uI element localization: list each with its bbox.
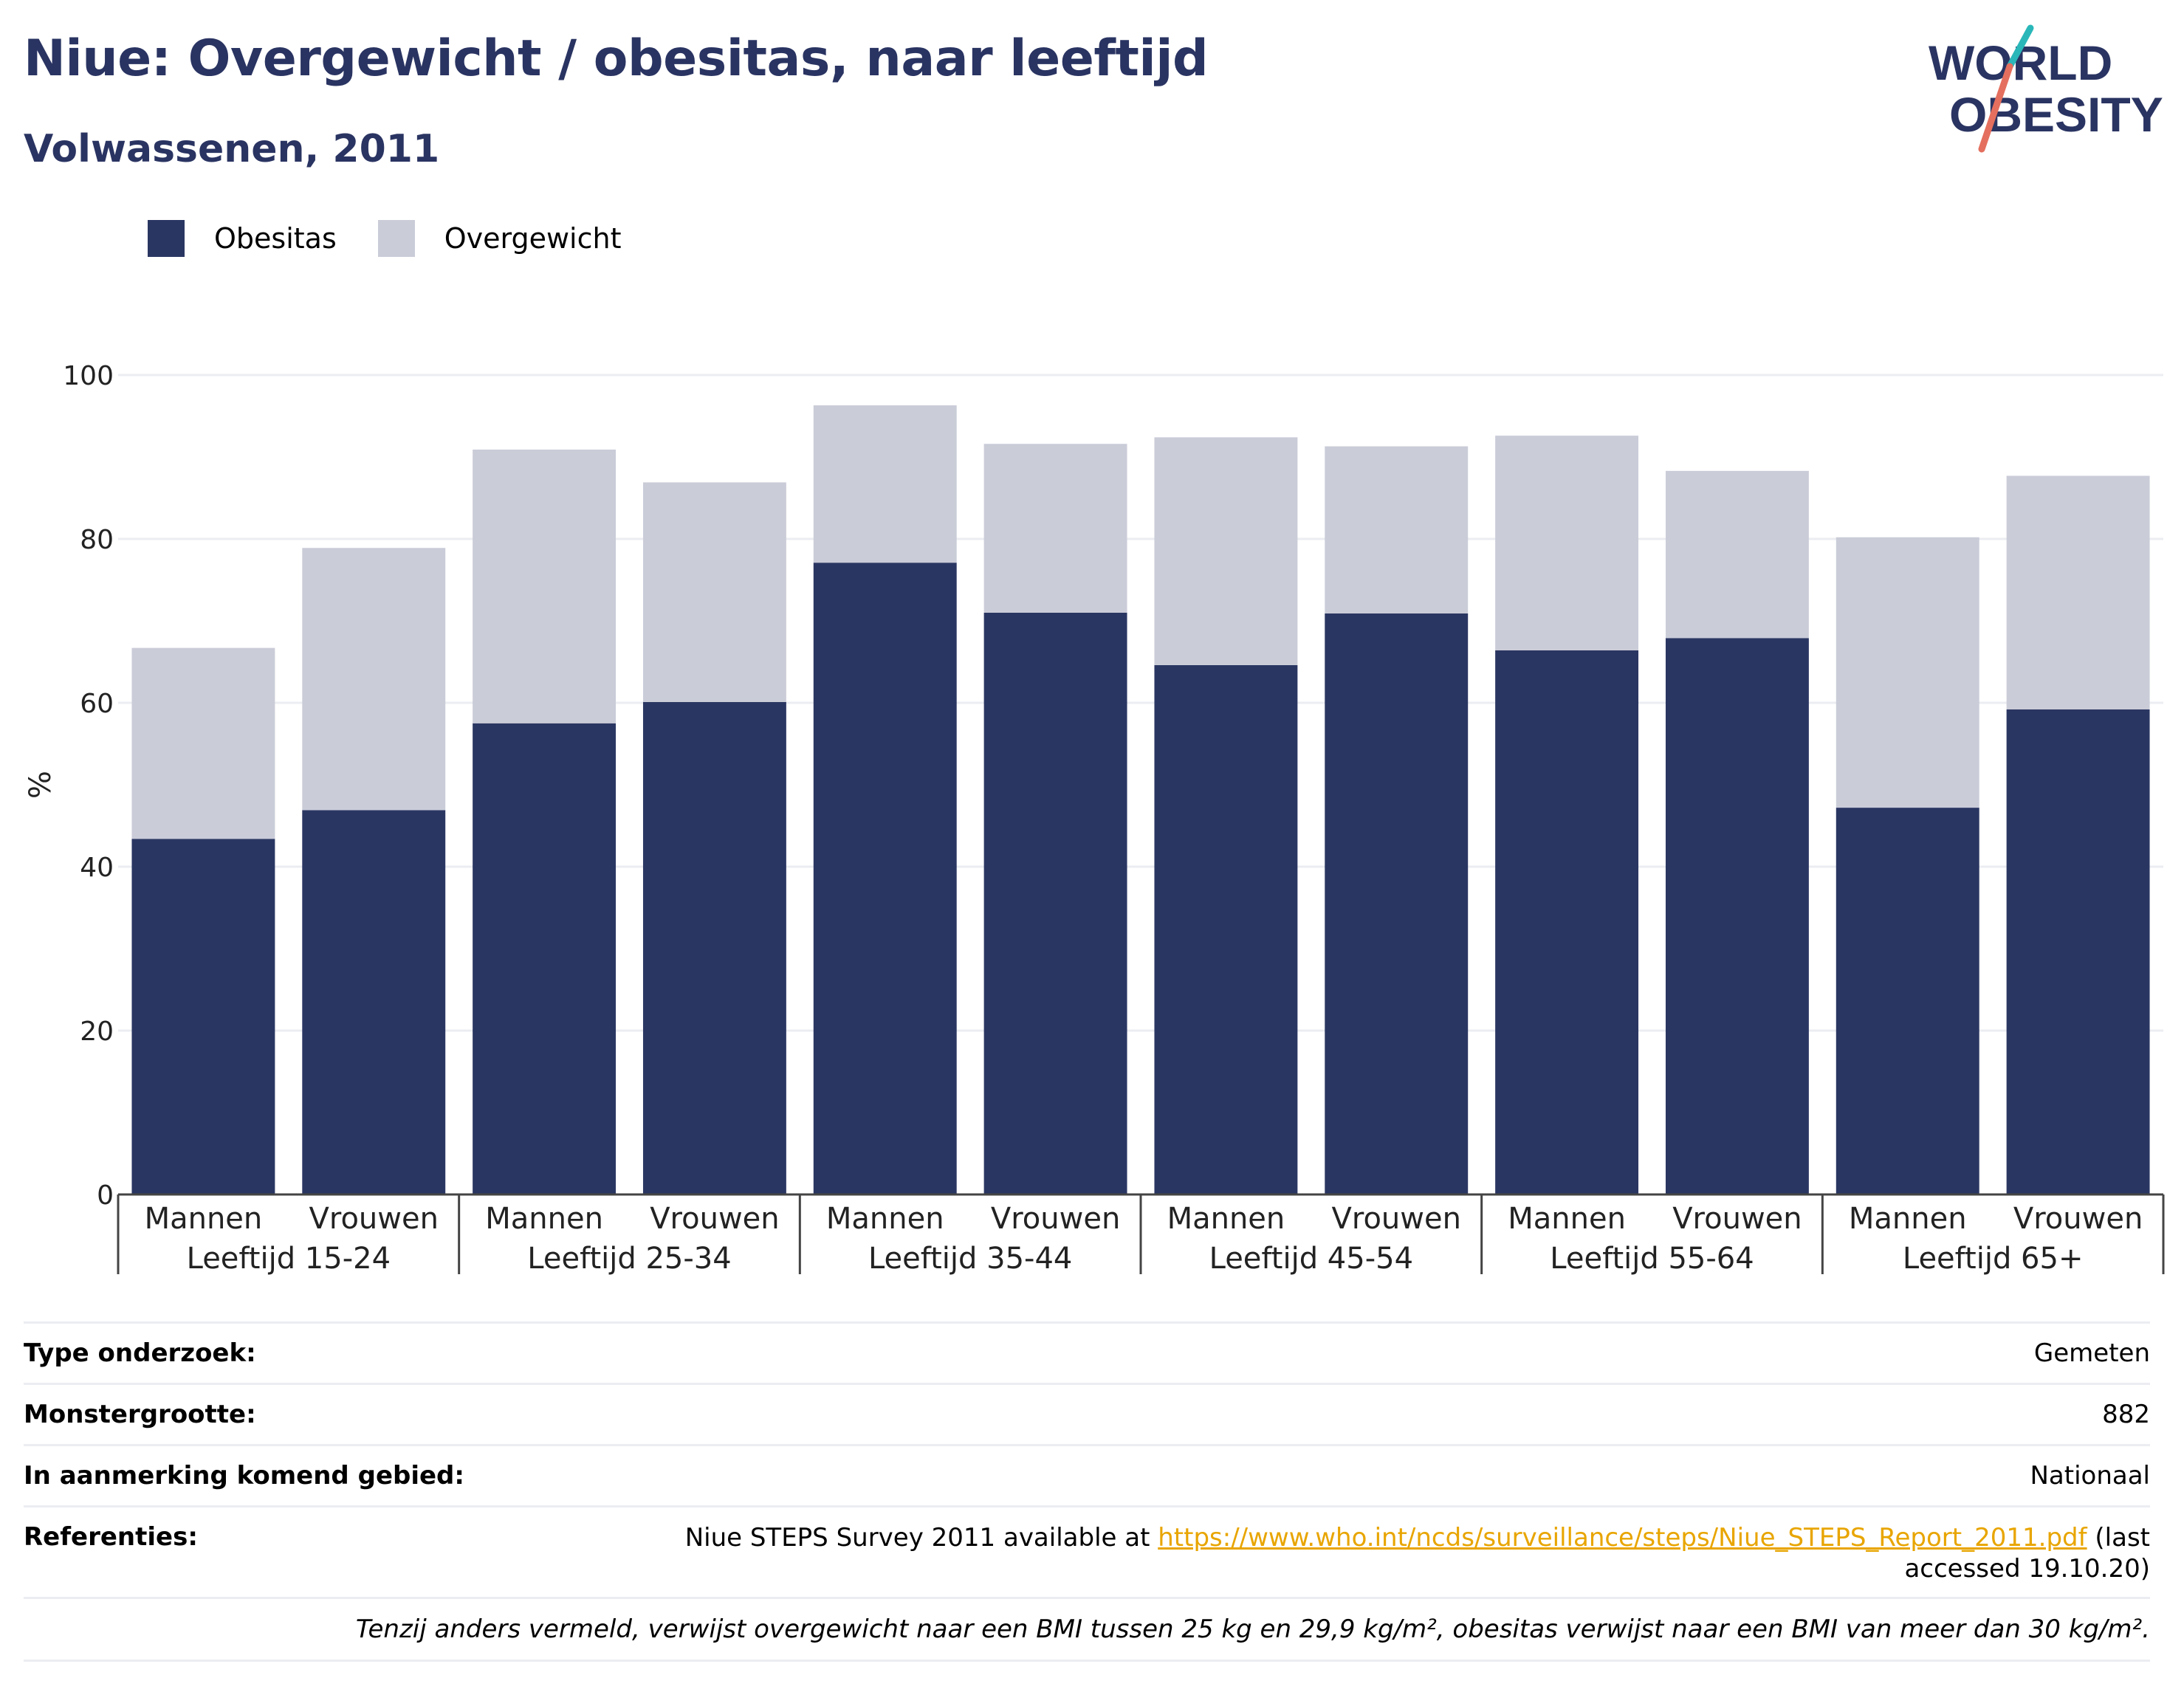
group-label: Leeftijd 35-44 [868, 1242, 1072, 1276]
legend-label-obesitas: Obesitas [214, 222, 337, 255]
bar-overgewicht [302, 548, 446, 811]
bar-obesitas [1495, 650, 1639, 1194]
info-row-area: In aanmerking komend gebied: Nationaal [24, 1444, 2150, 1505]
y-axis-label: % [24, 771, 58, 799]
bar-obesitas [983, 612, 1127, 1194]
x-tick-label: Mannen [1849, 1202, 1967, 1236]
world-obesity-logo: WORLD OBESITY [1929, 24, 2163, 153]
bar-overgewicht [642, 482, 786, 702]
info-type-value: Gemeten [2033, 1338, 2150, 1368]
bar-overgewicht [2006, 475, 2150, 709]
group-label: Leeftijd 45-54 [1209, 1242, 1413, 1276]
x-tick-label: Mannen [1167, 1202, 1285, 1236]
x-tick-label: Vrouwen [991, 1202, 1120, 1236]
legend-item-overgewicht[interactable]: Overgewicht [377, 220, 622, 257]
bar-obesitas [642, 701, 786, 1194]
x-tick-label: Mannen [145, 1202, 263, 1236]
y-tick-label: 100 [63, 361, 114, 391]
bar-obesitas [131, 839, 275, 1194]
bar-obesitas [1154, 664, 1298, 1194]
info-sample-label: Monstergrootte: [24, 1400, 256, 1429]
info-area-label: In aanmerking komend gebied: [24, 1461, 464, 1491]
bar-obesitas [302, 810, 446, 1194]
info-row-references: Referenties: Niue STEPS Survey 2011 avai… [24, 1505, 2150, 1597]
group-label: Leeftijd 55-64 [1550, 1242, 1754, 1276]
legend-item-obesitas[interactable]: Obesitas [148, 220, 337, 257]
group-label: Leeftijd 65+ [1903, 1242, 2084, 1276]
group-label: Leeftijd 25-34 [527, 1242, 731, 1276]
legend-label-overgewicht: Overgewicht [444, 222, 622, 255]
bar-obesitas [813, 563, 957, 1194]
info-row-type: Type onderzoek: Gemeten [24, 1321, 2150, 1383]
ref-suffix: (last accessed 19.10.20) [1904, 1523, 2150, 1584]
bar-overgewicht [983, 444, 1127, 613]
bar-overgewicht [1325, 446, 1469, 614]
ref-prefix: Niue STEPS Survey 2011 available at [684, 1523, 1158, 1553]
bar-obesitas [1325, 613, 1469, 1194]
bar-obesitas [473, 723, 617, 1194]
y-tick-label: 0 [97, 1180, 114, 1211]
bar-obesitas [2006, 709, 2150, 1194]
info-type-label: Type onderzoek: [24, 1338, 256, 1368]
y-tick-label: 20 [80, 1017, 114, 1047]
legend-swatch-overgewicht [377, 220, 415, 257]
x-tick-label: Mannen [826, 1202, 944, 1236]
x-tick-label: Mannen [485, 1202, 603, 1236]
survey-info-table: Type onderzoek: Gemeten Monstergrootte: … [24, 1321, 2150, 1662]
x-tick-label: Vrouwen [309, 1202, 439, 1236]
x-tick-label: Vrouwen [650, 1202, 779, 1236]
chart-subtitle: Volwassenen, 2011 [24, 127, 440, 171]
bar-overgewicht [1665, 470, 1809, 639]
x-tick-label: Mannen [1508, 1202, 1626, 1236]
bar-overgewicht [131, 647, 275, 839]
bar-overgewicht [1495, 436, 1639, 650]
bar-overgewicht [473, 450, 617, 723]
y-tick-label: 80 [80, 525, 114, 555]
group-label: Leeftijd 15-24 [187, 1242, 391, 1276]
stacked-bar-chart: 0 20 40 60 80 100% Mannen Vrouwen Mannen Vrouwen M… [24, 361, 2165, 1276]
y-tick-label: 40 [80, 853, 114, 883]
bar-obesitas [1665, 638, 1809, 1194]
definition-note: Tenzij anders vermeld, verwijst overgewi… [24, 1597, 2150, 1662]
x-tick-label: Vrouwen [1672, 1202, 1802, 1236]
info-sample-value: 882 [2102, 1400, 2150, 1429]
info-ref-value: Niue STEPS Survey 2011 available at http… [600, 1522, 2150, 1584]
bar-overgewicht [1154, 437, 1298, 665]
info-area-value: Nationaal [2030, 1461, 2150, 1491]
y-tick-label: 60 [80, 689, 114, 719]
info-row-sample: Monstergrootte: 882 [24, 1383, 2150, 1444]
x-tick-label: Vrouwen [1332, 1202, 1461, 1236]
bar-obesitas [1836, 808, 1979, 1194]
chart-title: Niue: Overgewicht / obesitas, naar leeft… [24, 30, 1209, 88]
bar-overgewicht [813, 405, 957, 563]
x-tick-label: Vrouwen [2013, 1202, 2143, 1236]
bar-overgewicht [1836, 537, 1979, 808]
legend-swatch-obesitas [148, 220, 185, 257]
info-ref-label: Referenties: [24, 1522, 198, 1552]
logo-line2: OBESITY [1949, 87, 2163, 142]
chart-legend: Obesitas Overgewicht [148, 220, 622, 257]
reference-link[interactable]: https://www.who.int/ncds/surveillance/st… [1158, 1523, 2087, 1553]
